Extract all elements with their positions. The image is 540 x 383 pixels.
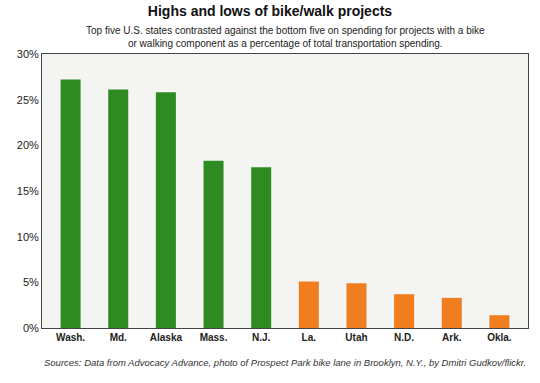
svg-text:Top five U.S. states contraste: Top five U.S. states contrasted against … — [86, 25, 485, 49]
svg-text:Alaska: Alaska — [150, 332, 183, 343]
svg-text:30%: 30% — [17, 48, 39, 60]
svg-text:Okla.: Okla. — [487, 332, 512, 343]
svg-text:5%: 5% — [23, 276, 39, 288]
svg-text:20%: 20% — [17, 139, 39, 151]
svg-text:N.J.: N.J. — [252, 332, 271, 343]
svg-text:Utah: Utah — [345, 332, 367, 343]
svg-text:Sources: Data from Advocacy Ad: Sources: Data from Advocacy Advance, pho… — [44, 357, 526, 368]
svg-text:Mass.: Mass. — [200, 332, 228, 343]
svg-text:0%: 0% — [23, 322, 39, 334]
svg-text:Ark.: Ark. — [442, 332, 462, 343]
svg-text:Md.: Md. — [110, 332, 127, 343]
svg-text:N.D.: N.D. — [394, 332, 414, 343]
svg-text:15%: 15% — [17, 185, 39, 197]
svg-text:Highs and lows of bike/walk pr: Highs and lows of bike/walk projects — [148, 3, 392, 19]
svg-text:La.: La. — [302, 332, 317, 343]
svg-text:10%: 10% — [17, 231, 39, 243]
svg-text:Wash.: Wash. — [56, 332, 85, 343]
svg-text:25%: 25% — [17, 94, 39, 106]
